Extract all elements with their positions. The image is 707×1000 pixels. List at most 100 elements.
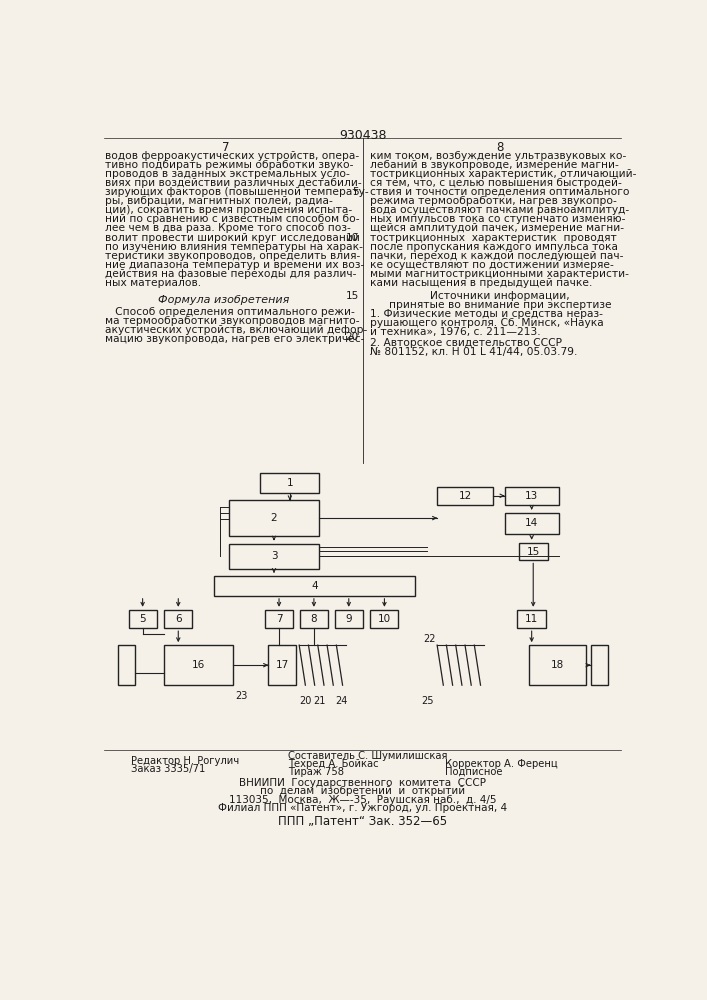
- Text: волит провести широкий круг исследований: волит провести широкий круг исследований: [105, 233, 361, 243]
- Text: 10: 10: [378, 614, 391, 624]
- Text: теристики звукопроводов, определить влия-: теристики звукопроводов, определить влия…: [105, 251, 361, 261]
- Text: водов ферроакустических устройств, опера-: водов ферроакустических устройств, опера…: [105, 151, 360, 161]
- Bar: [164, 610, 192, 628]
- Text: 25: 25: [421, 696, 434, 706]
- Text: Редактор Н. Рогулич: Редактор Н. Рогулич: [131, 756, 239, 766]
- Text: 1: 1: [286, 478, 293, 488]
- Text: ных импульсов тока со ступенчато изменяю-: ных импульсов тока со ступенчато изменяю…: [370, 214, 625, 224]
- Text: 6: 6: [175, 614, 182, 624]
- Text: Техред А. Бойкас: Техред А. Бойкас: [288, 759, 379, 769]
- Text: 3: 3: [271, 551, 277, 561]
- Text: лебаний в звукопроводе, измерение магни-: лебаний в звукопроводе, измерение магни-: [370, 160, 619, 170]
- Text: ры, вибрации, магнитных полей, радиа-: ры, вибрации, магнитных полей, радиа-: [105, 196, 333, 206]
- Bar: [505, 487, 559, 505]
- Bar: [230, 544, 319, 569]
- Text: тострикционных  характеристик  проводят: тострикционных характеристик проводят: [370, 233, 617, 243]
- Text: мыми магнитострикционными характеристи-: мыми магнитострикционными характеристи-: [370, 269, 629, 279]
- Text: 113035,  Москва,  Ж—-35,  Раушская наб.,  д. 4/5: 113035, Москва, Ж—-35, Раушская наб., д.…: [229, 795, 496, 805]
- Text: Составитель С. Шумилишская: Составитель С. Шумилишская: [288, 751, 448, 761]
- Text: 13: 13: [525, 491, 538, 501]
- Text: 7: 7: [276, 614, 282, 624]
- Text: ние диапазона температур и времени их воз-: ние диапазона температур и времени их во…: [105, 260, 365, 270]
- Text: 15: 15: [346, 291, 359, 301]
- Bar: [214, 576, 416, 596]
- Text: 22: 22: [423, 634, 436, 644]
- Text: рушающего контроля. Сб. Минск, «Наука: рушающего контроля. Сб. Минск, «Наука: [370, 318, 604, 328]
- Text: Корректор А. Ференц: Корректор А. Ференц: [445, 759, 558, 769]
- Text: ким током, возбуждение ультразвуковых ко-: ким током, возбуждение ультразвуковых ко…: [370, 151, 626, 161]
- Text: 8: 8: [496, 141, 503, 154]
- Text: Заказ 3335/71: Заказ 3335/71: [131, 764, 205, 774]
- Bar: [518, 543, 548, 560]
- Text: 10: 10: [346, 233, 359, 243]
- Text: 20: 20: [299, 696, 312, 706]
- Text: 16: 16: [192, 660, 205, 670]
- Text: ма термообработки звукопроводов магнито-: ма термообработки звукопроводов магнито-: [105, 316, 360, 326]
- Text: Филиал ППП «Патент», г. Ужгород, ул. Проектная, 4: Филиал ППП «Патент», г. Ужгород, ул. Про…: [218, 803, 508, 813]
- Text: № 801152, кл. Н 01 L 41/44, 05.03.79.: № 801152, кл. Н 01 L 41/44, 05.03.79.: [370, 347, 577, 357]
- Bar: [129, 610, 156, 628]
- Text: Тираж 758: Тираж 758: [288, 767, 344, 777]
- Text: виях при воздействии различных дестабили-: виях при воздействии различных дестабили…: [105, 178, 362, 188]
- Text: 20: 20: [346, 332, 359, 342]
- Text: ний по сравнению с известным способом бо-: ний по сравнению с известным способом бо…: [105, 214, 360, 224]
- Text: вода осуществляют пачками равноамплитуд-: вода осуществляют пачками равноамплитуд-: [370, 205, 629, 215]
- Text: Подписное: Подписное: [445, 767, 503, 777]
- Text: 1. Физические методы и средства нераз-: 1. Физические методы и средства нераз-: [370, 309, 602, 319]
- Text: 9: 9: [346, 614, 352, 624]
- Text: принятые во внимание при экспертизе: принятые во внимание при экспертизе: [389, 300, 612, 310]
- Text: 15: 15: [527, 547, 540, 557]
- Bar: [529, 645, 586, 685]
- Text: 4: 4: [311, 581, 318, 591]
- Bar: [370, 610, 398, 628]
- Text: ствия и точности определения оптимального: ствия и точности определения оптимальног…: [370, 187, 629, 197]
- Bar: [118, 645, 135, 685]
- Text: 17: 17: [276, 660, 288, 670]
- Text: 7: 7: [222, 141, 229, 154]
- Text: и техника», 1976, с. 211—213.: и техника», 1976, с. 211—213.: [370, 327, 540, 337]
- Text: лее чем в два раза. Кроме того способ поз-: лее чем в два раза. Кроме того способ по…: [105, 223, 351, 233]
- Text: щейся амплитудой пачек, измерение магни-: щейся амплитудой пачек, измерение магни-: [370, 223, 624, 233]
- Text: 5: 5: [352, 187, 359, 197]
- Text: тострикционных характеристик, отличающий-: тострикционных характеристик, отличающий…: [370, 169, 636, 179]
- Text: ных материалов.: ных материалов.: [105, 278, 201, 288]
- Text: действия на фазовые переходы для различ-: действия на фазовые переходы для различ-: [105, 269, 357, 279]
- Text: Формула изобретения: Формула изобретения: [158, 295, 290, 305]
- Text: ППП „Патент“ Зак. 352—65: ППП „Патент“ Зак. 352—65: [278, 815, 448, 828]
- Text: по изучению влияния температуры на харак-: по изучению влияния температуры на харак…: [105, 242, 363, 252]
- Text: 21: 21: [313, 696, 325, 706]
- Text: режима термообработки, нагрев звукопро-: режима термообработки, нагрев звукопро-: [370, 196, 617, 206]
- Text: 930438: 930438: [339, 129, 387, 142]
- Bar: [517, 610, 547, 628]
- Bar: [265, 610, 293, 628]
- Text: 18: 18: [551, 660, 564, 670]
- Text: ции), сократить время проведения испыта-: ции), сократить время проведения испыта-: [105, 205, 353, 215]
- Text: мацию звукопровода, нагрев его электричес-: мацию звукопровода, нагрев его электриче…: [105, 334, 365, 344]
- Text: 14: 14: [525, 518, 538, 528]
- Bar: [230, 500, 319, 536]
- Text: после пропускания каждого импульса тока: после пропускания каждого импульса тока: [370, 242, 618, 252]
- Bar: [505, 513, 559, 534]
- Bar: [590, 645, 607, 685]
- Text: акустических устройств, включающий дефор-: акустических устройств, включающий дефор…: [105, 325, 368, 335]
- Text: 11: 11: [525, 614, 538, 624]
- Bar: [437, 487, 493, 505]
- Text: пачки, переход к каждой последующей пач-: пачки, переход к каждой последующей пач-: [370, 251, 623, 261]
- Text: тивно подбирать режимы обработки звуко-: тивно подбирать режимы обработки звуко-: [105, 160, 354, 170]
- Text: 24: 24: [335, 696, 347, 706]
- Text: проводов в заданных экстремальных усло-: проводов в заданных экстремальных усло-: [105, 169, 350, 179]
- Text: ками насыщения в предыдущей пачке.: ками насыщения в предыдущей пачке.: [370, 278, 592, 288]
- Text: Способ определения оптимального режи-: Способ определения оптимального режи-: [105, 307, 356, 317]
- Bar: [260, 473, 320, 493]
- Text: 12: 12: [458, 491, 472, 501]
- Text: зирующих факторов (повышенной температу-: зирующих факторов (повышенной температу-: [105, 187, 369, 197]
- Text: 23: 23: [235, 691, 248, 701]
- Bar: [164, 645, 233, 685]
- Bar: [335, 610, 363, 628]
- Text: ся тем, что, с целью повышения быстродей-: ся тем, что, с целью повышения быстродей…: [370, 178, 621, 188]
- Text: 8: 8: [310, 614, 317, 624]
- Text: ВНИИПИ  Государственного  комитета  СССР: ВНИИПИ Государственного комитета СССР: [239, 778, 486, 788]
- Bar: [268, 645, 296, 685]
- Bar: [300, 610, 328, 628]
- Text: Источники информации,: Источники информации,: [430, 291, 570, 301]
